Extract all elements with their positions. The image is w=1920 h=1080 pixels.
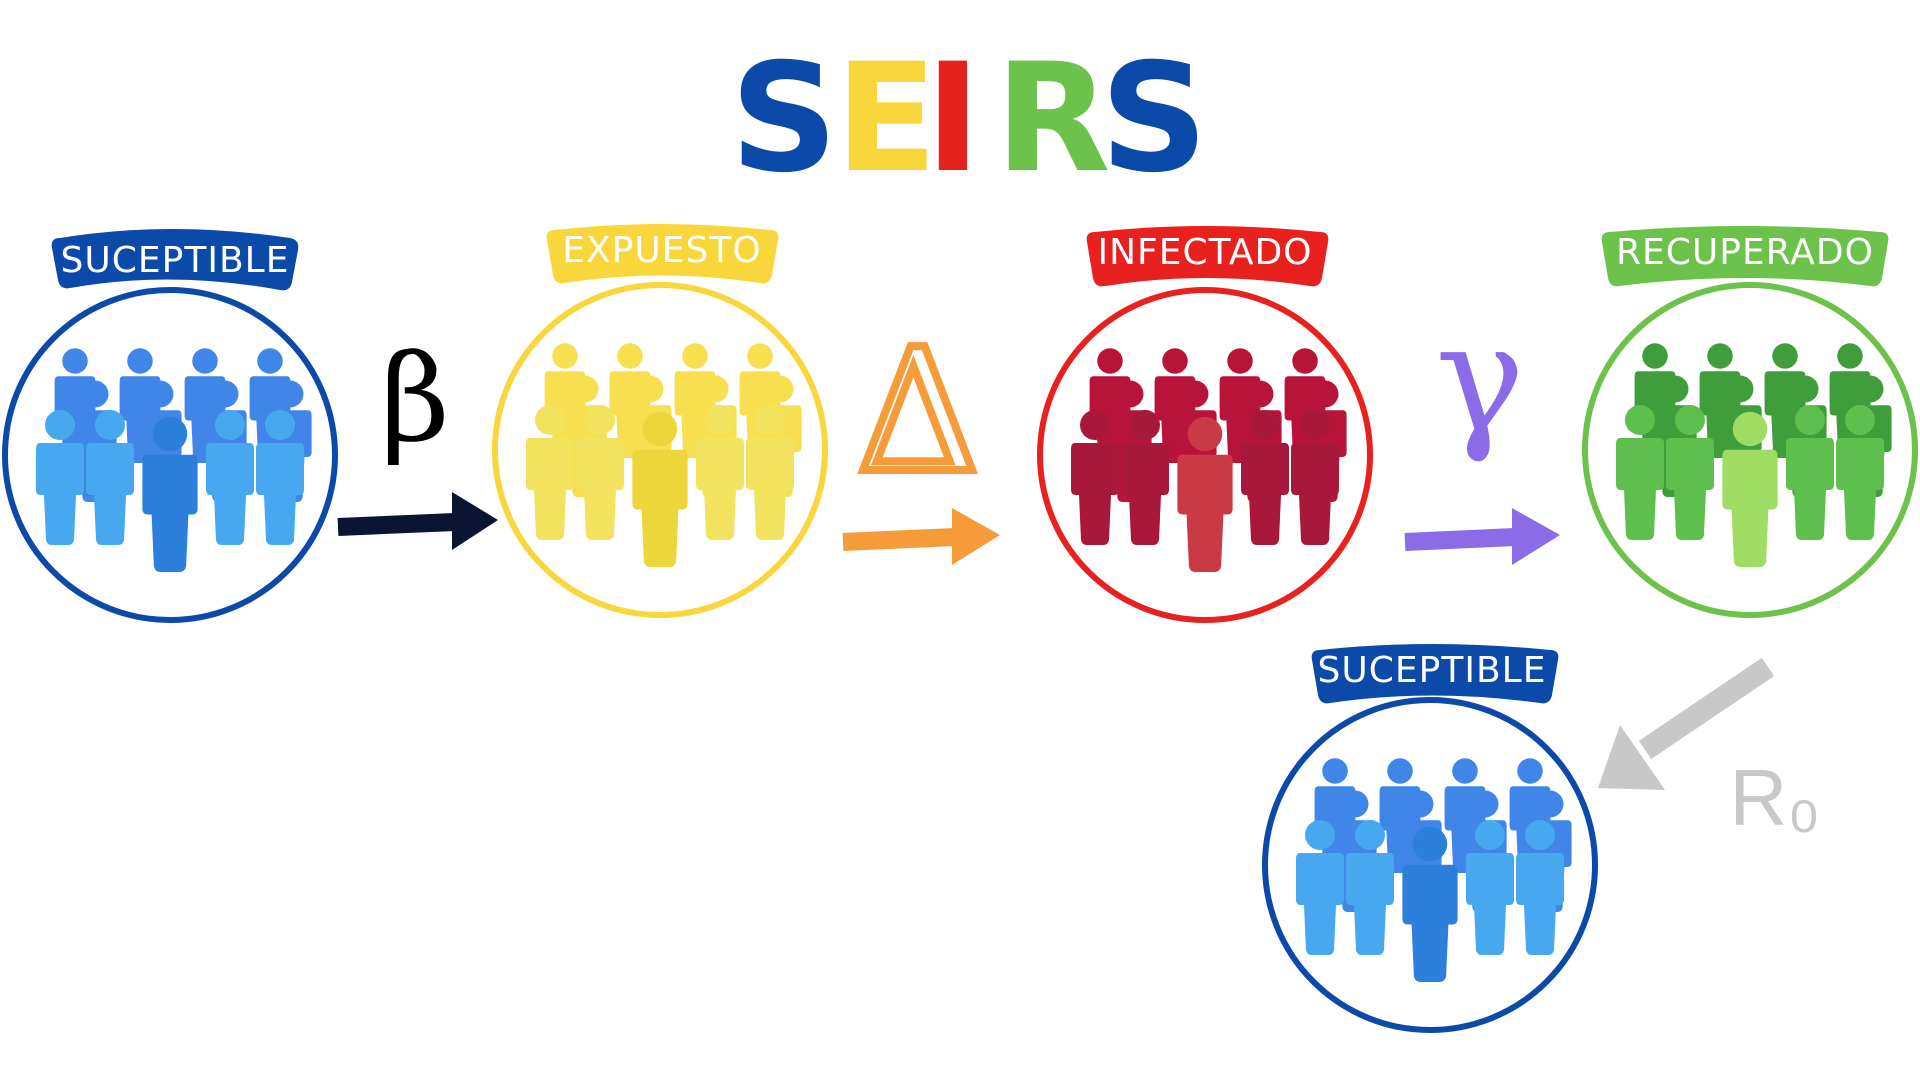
node-susceptible-return: SUCEPTIBLE [1262,644,1598,1033]
person-icon [632,411,688,567]
arrow-head [452,492,498,550]
people-group-icon [1296,758,1572,982]
person-icon [86,410,134,545]
person-icon [576,405,624,540]
label-badge [1086,226,1329,287]
title-letter-r: R [995,32,1111,206]
title-letter-s1: S [730,32,838,206]
person-icon [1722,411,1778,567]
people-group-icon [1616,343,1892,567]
title-letter-i: I [925,32,981,206]
node-label: RECUPERADO [1616,232,1874,273]
person-icon [1836,405,1884,540]
person-icon [1241,410,1289,545]
person-icon [1177,416,1233,572]
arrow-head [952,508,1000,565]
node-exposed: EXPUESTO [492,224,828,618]
node-recovered: RECUPERADO [1582,226,1918,618]
node-ring [1582,282,1918,618]
person-icon [1666,405,1714,540]
transition-delta: Δ [842,309,1000,565]
node-infected: INFECTADO [1037,226,1373,623]
people-group-icon [1071,348,1347,572]
delta-symbol: Δ [857,313,980,511]
people-group-icon [36,348,312,572]
label-badge [51,229,299,291]
person-icon [1346,820,1394,955]
person-icon [36,410,84,545]
node-ring [1037,287,1373,623]
person-icon [696,405,744,540]
arrow-line [1404,528,1516,551]
node-ring [492,282,828,618]
arrow-line [842,528,956,551]
transition-beta: β [337,330,498,550]
node-susceptible: SUCEPTIBLE [2,229,338,623]
person-icon [1466,820,1514,955]
label-badge [546,224,779,284]
title-letter-e: E [835,32,937,206]
people-group-icon [526,343,802,567]
person-icon [206,410,254,545]
node-ring [1262,697,1598,1033]
person-icon [1786,405,1834,540]
person-icon [746,405,794,540]
beta-symbol: β [380,330,449,469]
arrow-line [337,513,456,536]
person-icon [256,410,304,545]
title: S E I R S [730,32,1208,206]
transition-r0: R₀ [1598,657,1821,842]
person-icon [1071,410,1119,545]
person-icon [1291,410,1339,545]
gamma-symbol: γ [1435,292,1525,466]
label-badge [1601,226,1889,287]
person-icon [1296,820,1344,955]
person-icon [526,405,574,540]
arrow-head [1512,508,1560,565]
node-ring [2,287,338,623]
arrow-line [1638,657,1775,760]
person-icon [1402,826,1458,982]
person-icon [1616,405,1664,540]
person-icon [142,416,198,572]
person-icon [1516,820,1564,955]
label-badge [1311,644,1559,704]
arrow-head [1598,725,1665,790]
node-label: SUCEPTIBLE [61,240,290,281]
title-letter-s2: S [1100,32,1208,206]
transition-gamma: γ [1404,292,1560,565]
node-label: SUCEPTIBLE [1318,650,1547,691]
person-icon [1121,410,1169,545]
node-label: EXPUESTO [562,230,761,271]
node-label: INFECTADO [1097,232,1312,273]
r0-label: R₀ [1730,753,1821,842]
